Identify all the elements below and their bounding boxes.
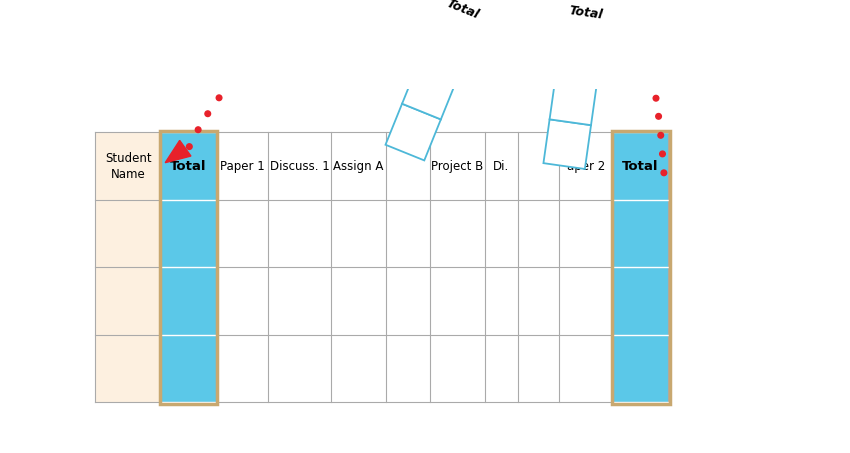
Polygon shape: [471, 0, 507, 3]
Polygon shape: [435, 0, 490, 37]
Polygon shape: [562, 0, 609, 38]
Polygon shape: [419, 22, 474, 78]
Bar: [613, 335, 668, 402]
Bar: [613, 132, 668, 200]
Circle shape: [660, 151, 666, 157]
Circle shape: [653, 96, 659, 101]
Polygon shape: [589, 0, 626, 5]
Text: Student
Name: Student Name: [105, 152, 151, 181]
Polygon shape: [386, 104, 441, 160]
Circle shape: [632, 24, 638, 30]
Text: Discuss. 1: Discuss. 1: [269, 159, 330, 173]
Text: Paper 1: Paper 1: [219, 159, 264, 173]
Bar: [613, 200, 668, 267]
Circle shape: [242, 68, 248, 73]
Circle shape: [640, 41, 646, 47]
Text: Project B: Project B: [431, 159, 484, 173]
Polygon shape: [543, 119, 591, 169]
Circle shape: [601, 11, 606, 17]
Bar: [613, 267, 668, 335]
Circle shape: [661, 170, 666, 176]
Bar: [162, 335, 216, 402]
Polygon shape: [551, 0, 589, 5]
Circle shape: [503, 29, 509, 34]
Text: Assign A: Assign A: [333, 159, 383, 173]
Circle shape: [619, 12, 625, 17]
Circle shape: [186, 144, 192, 149]
Bar: [162, 132, 216, 200]
Circle shape: [216, 95, 222, 101]
Text: Total: Total: [445, 0, 481, 21]
Circle shape: [489, 24, 495, 29]
Circle shape: [655, 114, 661, 119]
Polygon shape: [435, 0, 490, 37]
Circle shape: [275, 48, 281, 54]
Circle shape: [517, 35, 523, 41]
Bar: [95, 132, 668, 402]
Circle shape: [293, 43, 299, 49]
Circle shape: [205, 111, 211, 116]
Circle shape: [350, 47, 355, 53]
Circle shape: [258, 57, 264, 63]
Circle shape: [196, 127, 201, 133]
Circle shape: [313, 42, 318, 47]
Circle shape: [368, 53, 374, 59]
Circle shape: [658, 132, 664, 138]
Circle shape: [418, 39, 424, 45]
Polygon shape: [165, 140, 191, 163]
Polygon shape: [556, 32, 603, 82]
Polygon shape: [435, 0, 471, 3]
Text: aper 2: aper 2: [567, 159, 605, 173]
Circle shape: [229, 81, 234, 87]
Circle shape: [646, 59, 651, 65]
Text: Total: Total: [170, 159, 207, 173]
Text: Total: Total: [568, 4, 604, 22]
Polygon shape: [402, 63, 457, 120]
Text: Di.: Di.: [493, 159, 509, 173]
Circle shape: [530, 43, 536, 49]
Circle shape: [460, 23, 465, 29]
Circle shape: [445, 26, 450, 32]
Bar: [162, 267, 216, 335]
Circle shape: [541, 53, 547, 58]
Circle shape: [650, 77, 655, 82]
Polygon shape: [562, 0, 609, 38]
Bar: [162, 200, 216, 267]
Circle shape: [474, 22, 480, 28]
Circle shape: [431, 32, 437, 38]
Bar: [95, 132, 162, 402]
Circle shape: [386, 61, 392, 67]
Text: Total: Total: [622, 159, 659, 173]
Polygon shape: [550, 76, 598, 125]
Circle shape: [332, 43, 337, 49]
Circle shape: [586, 22, 591, 27]
